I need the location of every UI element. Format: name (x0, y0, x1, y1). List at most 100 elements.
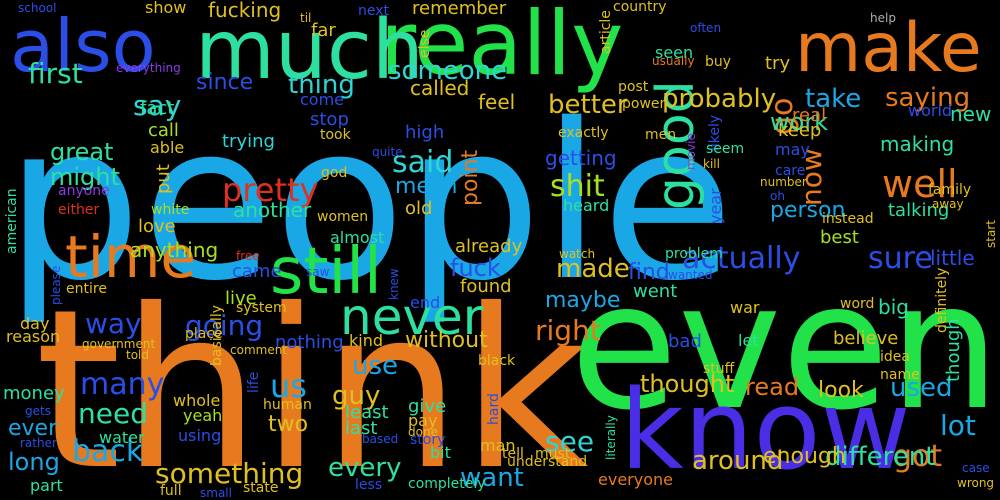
word-able: able (150, 138, 185, 157)
word-reason: reason (6, 327, 61, 346)
word-wanted: wanted (668, 268, 713, 282)
word-pay: pay (408, 411, 438, 430)
word-war: war (730, 298, 760, 317)
word-everything: everything (116, 61, 181, 75)
word-rather: rather (20, 436, 57, 450)
word-whole: whole (173, 391, 221, 410)
word-two: two (268, 412, 309, 437)
word-heard: heard (563, 196, 610, 215)
word-us: us (270, 367, 307, 405)
word-story: story (410, 432, 446, 448)
word-found: found (460, 276, 512, 297)
word-seem: seem (706, 141, 745, 157)
word-often: often (690, 21, 722, 35)
word-keep: keep (778, 120, 822, 141)
word-people: people (5, 77, 734, 328)
word-sure: sure (868, 241, 933, 276)
word-guy: guy (332, 381, 381, 411)
word-based: based (362, 432, 399, 446)
word-next: next (358, 3, 390, 19)
word-entire: entire (66, 281, 107, 297)
word-nothing: nothing (275, 332, 344, 353)
word-maybe: maybe (545, 288, 621, 313)
word-something: something (155, 457, 304, 490)
word-want: want (460, 463, 524, 493)
word-take: take (805, 84, 862, 114)
word-man: man (480, 436, 516, 455)
word-another: another (233, 198, 312, 222)
word-movie: movie (684, 133, 698, 170)
word-big: big (878, 295, 909, 319)
word-completely: completely (408, 476, 486, 492)
word-pretty: pretty (222, 171, 319, 209)
word-away: away (932, 197, 964, 211)
word-real: real (792, 105, 827, 126)
word-wrong: wrong (957, 476, 995, 490)
word-american: american (4, 188, 20, 254)
word-name: name (880, 367, 920, 383)
word-also: also (10, 4, 156, 88)
word-knew: knew (387, 268, 401, 300)
word-case: case (962, 461, 990, 475)
word-ever: ever (8, 416, 58, 441)
word-read: read (745, 373, 800, 401)
word-work: work (770, 108, 829, 136)
word-either: either (58, 202, 100, 218)
word-system: system (236, 300, 287, 316)
word-understand: understand (507, 454, 588, 470)
word-number: number (760, 175, 807, 189)
word-word: word (840, 296, 875, 312)
word-since: since (196, 70, 254, 95)
word-find: find (628, 260, 670, 285)
word-little: little (930, 246, 975, 270)
word-help: help (870, 11, 896, 25)
word-fucking: fucking (208, 0, 282, 22)
word-really: really (380, 0, 624, 95)
word-probably: probably (662, 84, 777, 114)
word-told: told (126, 348, 149, 362)
word-kind: kind (349, 331, 384, 350)
word-exactly: exactly (558, 125, 609, 141)
word-let: let (738, 331, 759, 350)
word-must: must (535, 446, 571, 462)
word-white: white (151, 202, 190, 218)
word-school: school (18, 1, 57, 15)
word-everyone: everyone (598, 470, 673, 489)
word-almost: almost (330, 228, 385, 247)
word-life: life (246, 371, 262, 393)
word-til: til (300, 11, 312, 25)
word-least: least (345, 402, 389, 423)
word-watch: watch (559, 247, 596, 261)
word-gets: gets (25, 404, 51, 418)
word-year: year (706, 188, 725, 224)
word-actually: actually (682, 241, 801, 276)
word-last: last (345, 418, 378, 439)
word-might: might (50, 163, 120, 191)
word-great: great (50, 138, 114, 166)
word-black: black (478, 353, 516, 369)
word-anything: anything (130, 238, 219, 262)
word-try: try (765, 53, 791, 74)
word-lot: lot (940, 409, 976, 442)
word-family: family (928, 182, 972, 198)
word-thought: thought (640, 370, 735, 398)
word-instead: instead (822, 211, 874, 227)
word-less: less (355, 477, 383, 493)
word-stuff: stuff (703, 361, 735, 377)
word-way: way (85, 307, 142, 340)
word-first: first (28, 57, 83, 90)
word-call: call (148, 120, 179, 141)
word-women: women (317, 209, 369, 225)
word-different: different (825, 442, 936, 472)
word-know: know (620, 366, 911, 494)
word-power: power (622, 96, 666, 112)
word-long: long (8, 448, 60, 476)
word-saw: saw (306, 265, 330, 279)
word-thing: thing (288, 70, 355, 100)
word-full: full (160, 483, 182, 499)
word-love: love (138, 216, 176, 237)
word-show: show (145, 0, 187, 17)
word-person: person (770, 198, 846, 223)
word-idea: idea (880, 349, 910, 365)
